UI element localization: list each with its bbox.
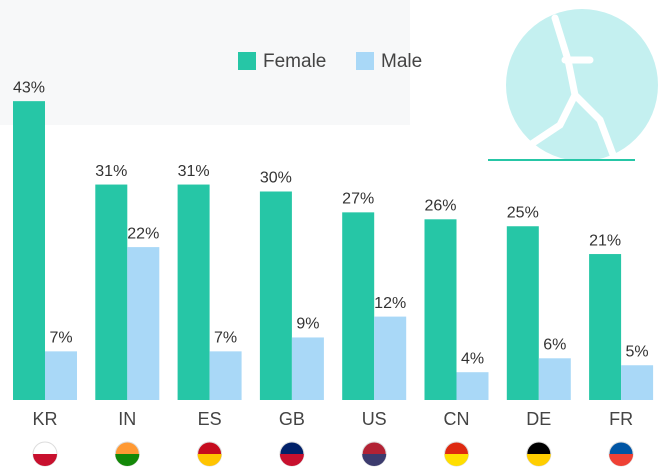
value-label: 30% bbox=[260, 170, 292, 187]
value-label: 31% bbox=[95, 163, 127, 180]
bar bbox=[127, 247, 159, 400]
bar bbox=[292, 337, 324, 400]
flag-icon-part bbox=[115, 454, 139, 466]
bar bbox=[95, 185, 127, 400]
legend-label: Male bbox=[381, 51, 422, 72]
value-label: 12% bbox=[374, 295, 406, 312]
header-background bbox=[0, 0, 410, 125]
value-label: 7% bbox=[49, 330, 72, 347]
value-label: 6% bbox=[543, 337, 566, 354]
bar bbox=[374, 317, 406, 400]
value-label: 5% bbox=[626, 343, 649, 360]
legend-swatch bbox=[356, 52, 374, 70]
value-label: 26% bbox=[424, 198, 456, 215]
flag-icon-part bbox=[280, 454, 304, 466]
value-label: 9% bbox=[296, 316, 319, 333]
x-tick-label: FR bbox=[609, 409, 633, 429]
flag-icon-part bbox=[362, 454, 386, 466]
value-label: 21% bbox=[589, 232, 621, 249]
bar bbox=[621, 365, 653, 400]
value-label: 27% bbox=[342, 191, 374, 208]
x-tick-label: US bbox=[362, 409, 387, 429]
value-label: 25% bbox=[507, 204, 539, 221]
x-tick-label: IN bbox=[118, 409, 136, 429]
legend-label: Female bbox=[263, 51, 326, 72]
yoga-illustration bbox=[488, 9, 658, 161]
flag-icon-part bbox=[445, 454, 469, 466]
x-tick-label: DE bbox=[526, 409, 551, 429]
x-tick-label: GB bbox=[279, 409, 305, 429]
bar bbox=[507, 226, 539, 400]
x-tick-label: KR bbox=[32, 409, 57, 429]
bar bbox=[260, 192, 292, 401]
value-label: 22% bbox=[127, 225, 159, 242]
legend-swatch bbox=[238, 52, 256, 70]
bar bbox=[178, 185, 210, 400]
bar bbox=[13, 101, 45, 400]
value-label: 7% bbox=[214, 330, 237, 347]
bar bbox=[539, 358, 571, 400]
x-tick-label: CN bbox=[444, 409, 470, 429]
flag-icon-part bbox=[609, 454, 633, 466]
bar bbox=[210, 351, 242, 400]
value-label: 4% bbox=[461, 350, 484, 367]
bar bbox=[45, 351, 77, 400]
flag-icon-part bbox=[527, 454, 551, 466]
flag-icon-part bbox=[33, 454, 57, 466]
bar bbox=[425, 219, 457, 400]
chart: Female Male 43% 7% KR 31% 22% IN 31% 7% ES 30% 9% GB… bbox=[0, 0, 659, 470]
bar bbox=[457, 372, 489, 400]
value-label: 31% bbox=[178, 163, 210, 180]
flag-icon-part bbox=[198, 454, 222, 466]
bar bbox=[589, 254, 621, 400]
bar bbox=[342, 212, 374, 400]
x-tick-label: ES bbox=[198, 409, 222, 429]
value-label: 43% bbox=[13, 79, 45, 96]
